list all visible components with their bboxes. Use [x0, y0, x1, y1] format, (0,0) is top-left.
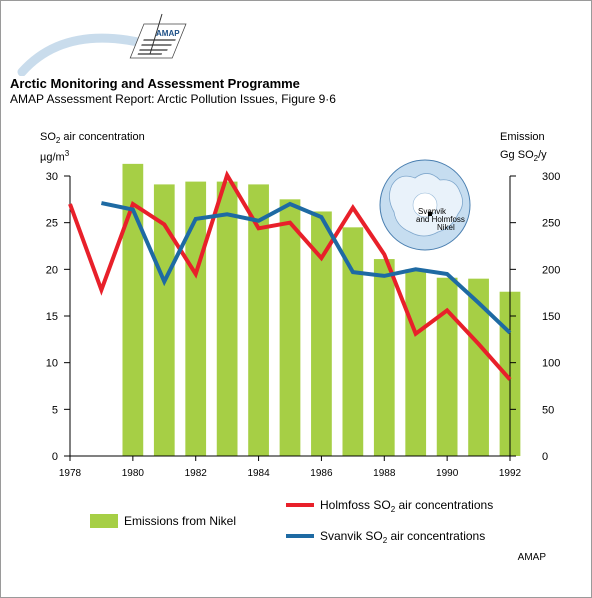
- x-tick-label-1980: 1980: [122, 468, 145, 479]
- emission-bar-1985: [279, 199, 301, 457]
- holmfoss-line: [68, 170, 512, 381]
- legend-swatch-emissions: [90, 514, 118, 528]
- left-tick-label-0: 0: [52, 451, 58, 463]
- right-tick-label-150: 150: [542, 311, 560, 323]
- right-axis-unit: Gg SO2/y: [500, 149, 547, 164]
- inset-map: Svanvik and Holmfoss Nikel: [379, 159, 471, 251]
- right-tick-label-100: 100: [542, 358, 560, 370]
- legend: Holmfoss SO2 air concentrations Emission…: [90, 498, 493, 545]
- left-tick-label-5: 5: [52, 404, 58, 416]
- left-tick-label-15: 15: [46, 311, 58, 323]
- x-tick-label-1988: 1988: [373, 468, 396, 479]
- emission-bar-1987: [342, 227, 364, 456]
- legend-label-emissions: Emissions from Nikel: [124, 514, 236, 528]
- x-tick-label-1990: 1990: [436, 468, 459, 479]
- emission-bar-1989: [405, 269, 427, 456]
- x-tick-label-1978: 1978: [59, 468, 82, 479]
- emission-bar-1980: [122, 163, 144, 456]
- x-tick-label-1986: 1986: [310, 468, 333, 479]
- left-tick-label-20: 20: [46, 264, 58, 276]
- right-tick-label-300: 300: [542, 171, 560, 183]
- emission-bar-1988: [373, 259, 395, 456]
- logo-text: AMAP: [156, 29, 180, 38]
- amap-logo: AMAP: [17, 13, 187, 76]
- map-label-holmfoss: and Holmfoss: [416, 215, 465, 224]
- right-tick-label-200: 200: [542, 264, 560, 276]
- left-tick-label-10: 10: [46, 358, 58, 370]
- credit-label: AMAP: [517, 552, 546, 563]
- site-marker: [428, 212, 432, 216]
- figure-heading: Arctic Monitoring and Assessment Program…: [10, 76, 300, 91]
- x-tick-label-1982: 1982: [185, 468, 208, 479]
- lines-layer: [68, 170, 512, 381]
- map-label-nikel: Nikel: [437, 223, 455, 232]
- emission-bar-1981: [153, 184, 175, 456]
- x-tick-label-1984: 1984: [247, 468, 270, 479]
- emission-bar-1982: [185, 181, 207, 456]
- emission-bar-1986: [311, 211, 332, 456]
- left-tick-label-25: 25: [46, 218, 58, 230]
- legend-label-holmfoss: Holmfoss SO2 air concentrations: [320, 498, 493, 514]
- left-axis-label: SO2 air concentration: [40, 131, 145, 146]
- bars-layer: [122, 163, 521, 457]
- emission-bar-1984: [248, 184, 269, 456]
- figure-subheading: AMAP Assessment Report: Arctic Pollution…: [10, 92, 336, 106]
- emission-bar-1991: [468, 278, 489, 456]
- svanvik-line: [100, 201, 512, 335]
- emission-bar-1983: [216, 181, 238, 456]
- legend-label-svanvik: Svanvik SO2 air concentrations: [320, 529, 485, 545]
- left-tick-label-30: 30: [46, 171, 58, 183]
- emission-bar-1990: [436, 277, 458, 456]
- left-axis-unit: µg/m3: [40, 149, 70, 164]
- ice-cap: [412, 192, 438, 218]
- right-tick-label-50: 50: [542, 404, 554, 416]
- x-tick-label-1992: 1992: [499, 468, 522, 479]
- right-tick-label-0: 0: [542, 451, 548, 463]
- right-tick-label-250: 250: [542, 218, 560, 230]
- right-axis-label: Emission: [500, 131, 545, 143]
- map-label-svanvik: Svanvik: [418, 207, 447, 216]
